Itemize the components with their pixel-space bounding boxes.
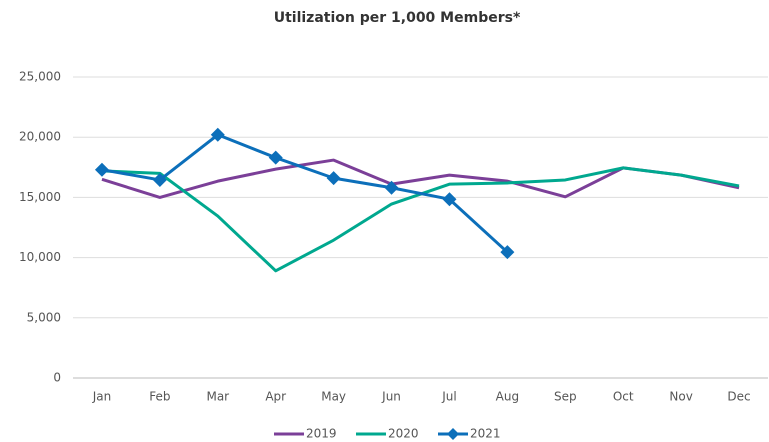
x-tick-label: Sep bbox=[554, 390, 577, 404]
legend-label: 2020 bbox=[388, 427, 419, 441]
y-tick-label: 20,000 bbox=[19, 130, 61, 144]
point-marker bbox=[326, 171, 341, 186]
x-tick-label: Apr bbox=[265, 390, 286, 404]
x-tick-label: Jun bbox=[381, 390, 401, 404]
x-tick-label: May bbox=[321, 390, 346, 404]
x-tick-label: Dec bbox=[727, 390, 750, 404]
series-line bbox=[101, 158, 740, 199]
point-marker bbox=[268, 150, 283, 165]
legend-marker bbox=[447, 428, 459, 440]
legend-label: 2019 bbox=[306, 427, 337, 441]
y-tick-label: 5,000 bbox=[27, 310, 61, 324]
x-tick-label: Aug bbox=[496, 390, 519, 404]
x-tick-label: Oct bbox=[613, 390, 634, 404]
point-marker bbox=[384, 180, 399, 195]
y-tick-label: 15,000 bbox=[19, 190, 61, 204]
x-tick-label: Mar bbox=[206, 390, 229, 404]
series-line bbox=[101, 166, 740, 273]
point-marker bbox=[152, 172, 167, 187]
y-tick-label: 25,000 bbox=[19, 70, 61, 84]
point-marker bbox=[210, 127, 225, 142]
x-tick-label: Jul bbox=[441, 390, 456, 404]
x-tick-label: Feb bbox=[149, 390, 170, 404]
point-marker bbox=[442, 192, 457, 207]
x-tick-label: Nov bbox=[669, 390, 692, 404]
point-marker bbox=[500, 245, 515, 260]
legend-label: 2021 bbox=[470, 427, 501, 441]
x-tick-label: Jan bbox=[92, 390, 112, 404]
y-tick-label: 10,000 bbox=[19, 250, 61, 264]
point-marker bbox=[94, 162, 109, 177]
y-tick-label: 0 bbox=[53, 371, 61, 385]
chart-title: Utilization per 1,000 Members* bbox=[274, 10, 521, 26]
series-line bbox=[101, 133, 509, 254]
